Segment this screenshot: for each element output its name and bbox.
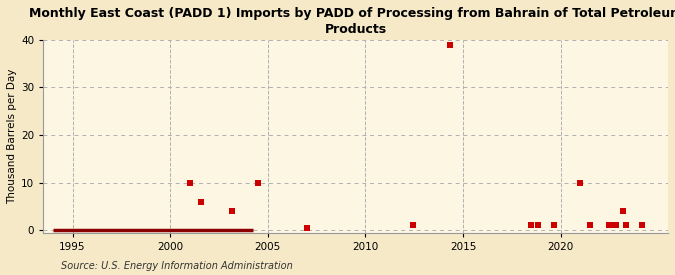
Point [620, 223, 631, 228]
Point [227, 209, 238, 213]
Point [252, 180, 263, 185]
Point [610, 223, 621, 228]
Y-axis label: Thousand Barrels per Day: Thousand Barrels per Day [7, 68, 17, 204]
Point [407, 223, 418, 228]
Point [608, 223, 618, 228]
Point [533, 223, 543, 228]
Title: Monthly East Coast (PADD 1) Imports by PADD of Processing from Bahrain of Total : Monthly East Coast (PADD 1) Imports by P… [28, 7, 675, 36]
Point [302, 226, 313, 230]
Text: Source: U.S. Energy Information Administration: Source: U.S. Energy Information Administ… [61, 261, 292, 271]
Point [184, 180, 195, 185]
Point [445, 42, 456, 47]
Point [549, 223, 560, 228]
Point [637, 223, 647, 228]
Point [604, 223, 615, 228]
Point [617, 209, 628, 213]
Point [575, 180, 586, 185]
Point [526, 223, 537, 228]
Point [585, 223, 595, 228]
Point [196, 199, 207, 204]
